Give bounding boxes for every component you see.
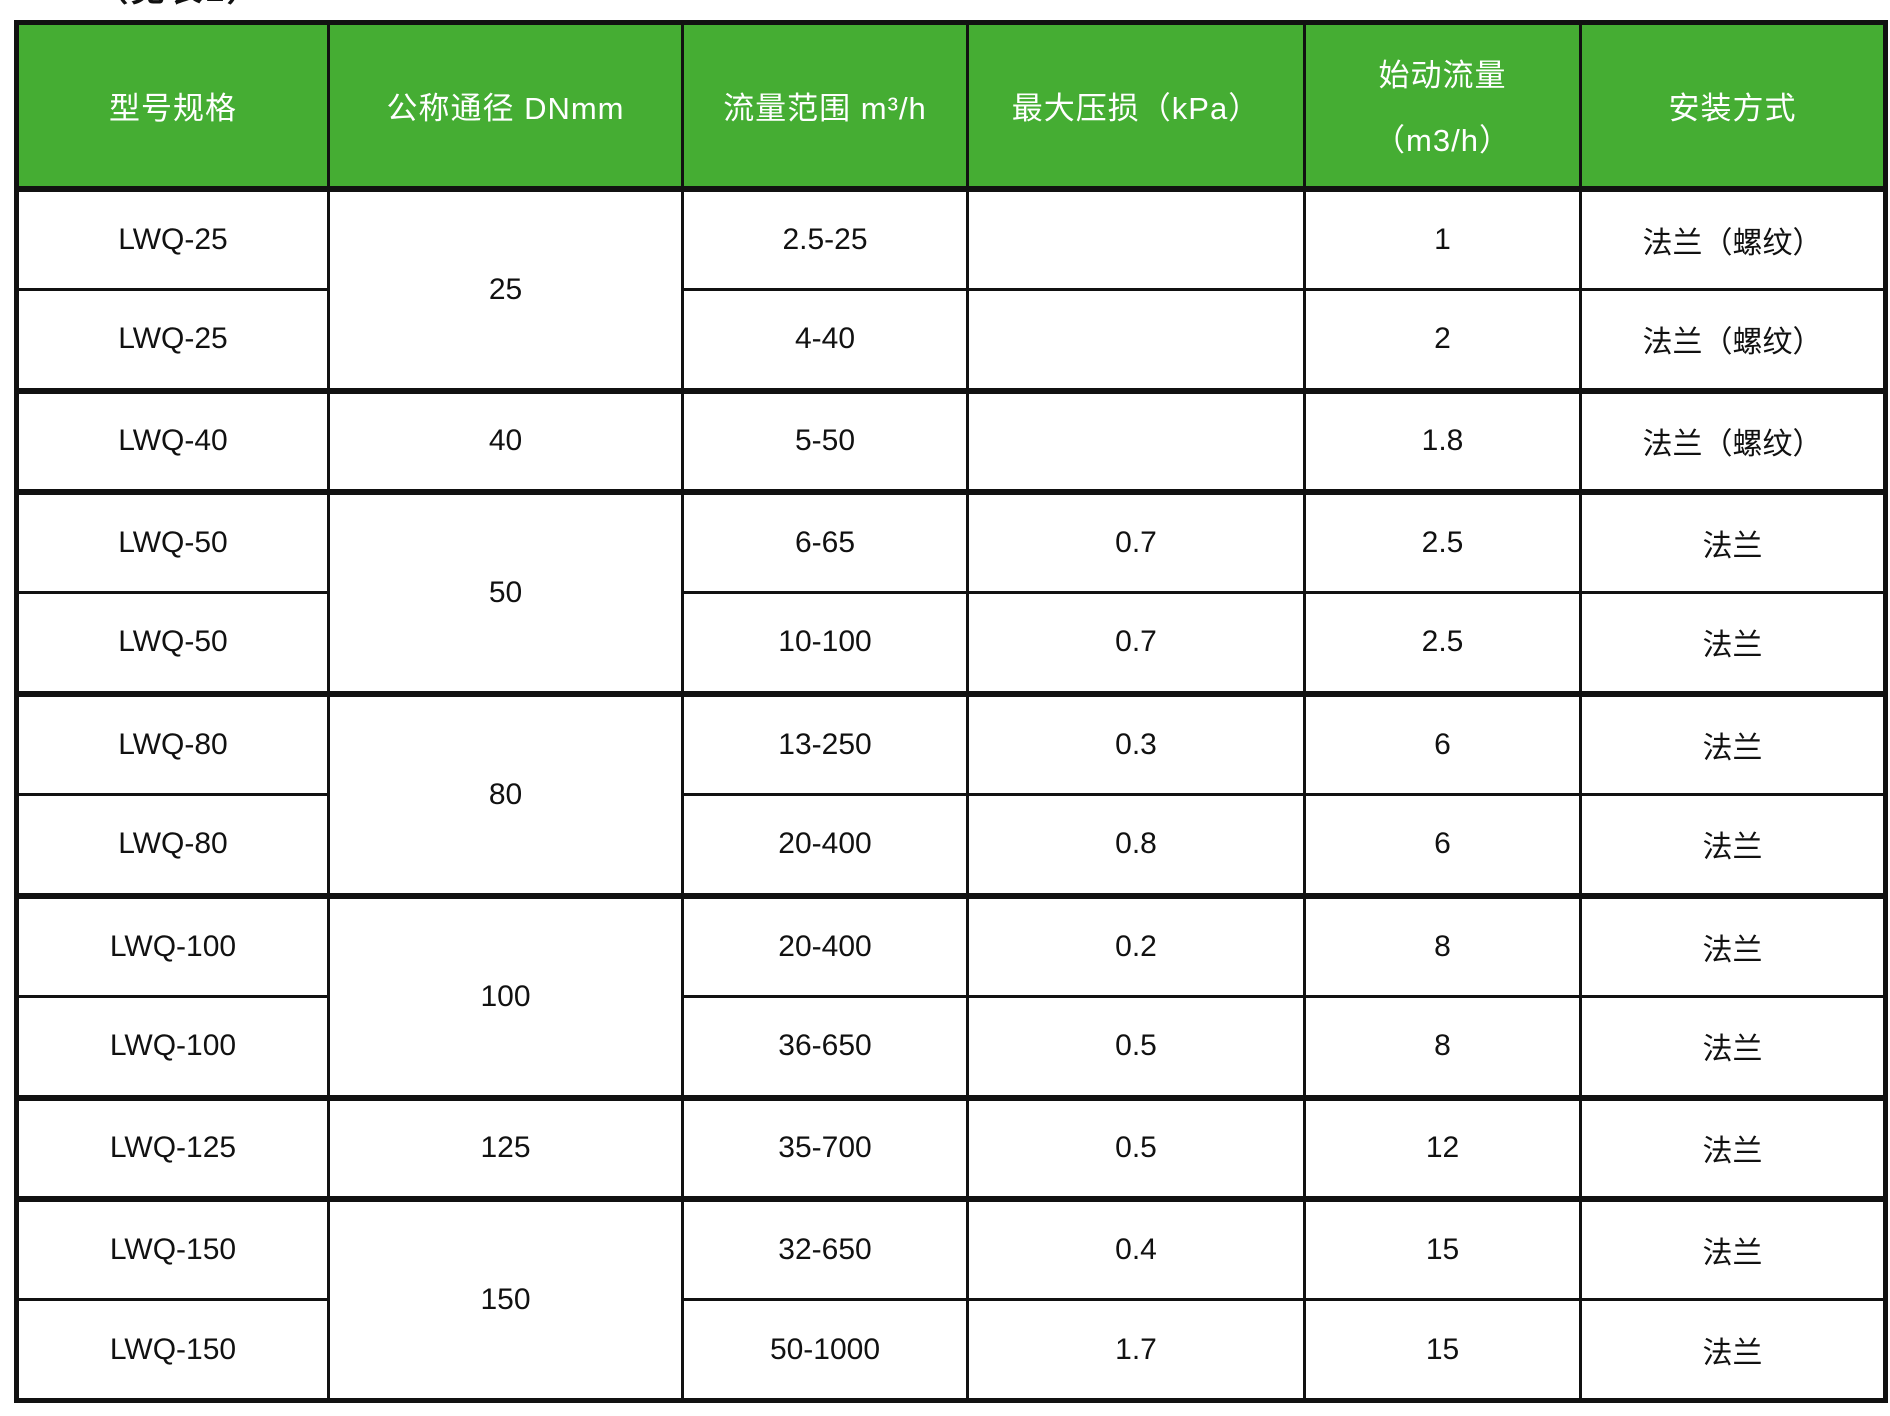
- cell-pressure-loss: [966, 387, 1306, 493]
- cell-flow-range: 20-400: [681, 892, 969, 998]
- cell-flow-range: 5-50: [681, 387, 969, 493]
- cell-install: 法兰: [1579, 1298, 1887, 1402]
- cell-pressure-loss: 0.7: [966, 591, 1306, 695]
- col-header-pressure-loss: 最大压损（kPa）: [966, 21, 1306, 192]
- table-row: LWQ-25 25 2.5-25 1 法兰（螺纹）: [15, 187, 1887, 392]
- cell-diameter: 100: [327, 892, 684, 1099]
- cell-install: 法兰: [1579, 1195, 1887, 1301]
- cell-diameter: 50: [327, 488, 684, 695]
- cell-flow-range: 2.5-25: [681, 187, 969, 291]
- header-row: 型号规格 公称通径 DNmm 流量范围 m³/h 最大压损（kPa） 始动流量 …: [15, 21, 1887, 192]
- table-row: LWQ-50 50 6-65 0.7 2.5 法兰: [15, 488, 1887, 695]
- cell-diameter: 125: [327, 1094, 684, 1200]
- col-header-flow-range: 流量范围 m³/h: [681, 21, 969, 192]
- cell-flow-range: 32-650: [681, 1195, 969, 1301]
- table-row: LWQ-80 20-400 0.8 6 法兰: [15, 793, 1887, 897]
- cell-install: 法兰: [1579, 690, 1887, 796]
- page-caption: （见表1）: [94, 0, 264, 12]
- cell-install: 法兰（螺纹）: [1579, 187, 1887, 291]
- cell-flow-range: 10-100: [681, 591, 969, 695]
- cell-start-flow: 8: [1303, 892, 1582, 998]
- table-row: LWQ-80 80 13-250 0.3 6 法兰: [15, 690, 1887, 897]
- cell-diameter: 150: [327, 1195, 684, 1402]
- cell-flow-range: 20-400: [681, 793, 969, 897]
- table-row: LWQ-25 4-40 2 法兰（螺纹）: [15, 288, 1887, 392]
- cell-start-flow: 8: [1303, 995, 1582, 1099]
- cell-model: LWQ-40: [15, 387, 330, 493]
- cell-model: LWQ-125: [15, 1094, 330, 1200]
- cell-start-flow: 12: [1303, 1094, 1582, 1200]
- cell-install: 法兰（螺纹）: [1579, 387, 1887, 493]
- cell-pressure-loss: 0.2: [966, 892, 1306, 998]
- spec-table: 型号规格 公称通径 DNmm 流量范围 m³/h 最大压损（kPa） 始动流量 …: [14, 20, 1888, 1403]
- cell-start-flow: 6: [1303, 690, 1582, 796]
- cell-start-flow: 15: [1303, 1195, 1582, 1301]
- cell-start-flow: 6: [1303, 793, 1582, 897]
- col-header-start-flow-line2: （m3/h）: [1374, 123, 1511, 159]
- cell-model: LWQ-50: [15, 591, 330, 695]
- cell-model: LWQ-80: [15, 793, 330, 897]
- cell-pressure-loss: [966, 187, 1306, 291]
- cell-pressure-loss: [966, 288, 1306, 392]
- cell-model: LWQ-80: [15, 690, 330, 796]
- table-row: LWQ-150 50-1000 1.7 15 法兰: [15, 1298, 1887, 1402]
- cell-diameter: 40: [327, 387, 684, 493]
- cell-install: 法兰（螺纹）: [1579, 288, 1887, 392]
- table-row: LWQ-100 100 20-400 0.2 8 法兰: [15, 892, 1887, 1099]
- col-header-start-flow-line1: 始动流量: [1378, 58, 1507, 94]
- cell-pressure-loss: 1.7: [966, 1298, 1306, 1402]
- cell-model: LWQ-25: [15, 288, 330, 392]
- cell-diameter: 80: [327, 690, 684, 897]
- cell-install: 法兰: [1579, 892, 1887, 998]
- cell-install: 法兰: [1579, 591, 1887, 695]
- cell-flow-range: 13-250: [681, 690, 969, 796]
- cell-diameter: 25: [327, 187, 684, 392]
- cell-model: LWQ-100: [15, 892, 330, 998]
- page-caption-text: （见表1）: [94, 0, 264, 12]
- cell-install: 法兰: [1579, 995, 1887, 1099]
- cell-flow-range: 50-1000: [681, 1298, 969, 1402]
- cell-start-flow: 2: [1303, 288, 1582, 392]
- cell-flow-range: 6-65: [681, 488, 969, 594]
- cell-flow-range: 36-650: [681, 995, 969, 1099]
- cell-model: LWQ-150: [15, 1195, 330, 1301]
- table-row: LWQ-125 125 35-700 0.5 12 法兰: [15, 1094, 1887, 1200]
- cell-install: 法兰: [1579, 1094, 1887, 1200]
- cell-start-flow: 2.5: [1303, 488, 1582, 594]
- cell-model: LWQ-50: [15, 488, 330, 594]
- col-header-install: 安装方式: [1579, 21, 1887, 192]
- col-header-model: 型号规格: [15, 21, 330, 192]
- cell-model: LWQ-100: [15, 995, 330, 1099]
- cell-start-flow: 1.8: [1303, 387, 1582, 493]
- table-row: LWQ-40 40 5-50 1.8 法兰（螺纹）: [15, 387, 1887, 493]
- cell-start-flow: 2.5: [1303, 591, 1582, 695]
- cell-install: 法兰: [1579, 793, 1887, 897]
- cell-flow-range: 35-700: [681, 1094, 969, 1200]
- cell-flow-range: 4-40: [681, 288, 969, 392]
- cell-start-flow: 15: [1303, 1298, 1582, 1402]
- col-header-diameter: 公称通径 DNmm: [327, 21, 684, 192]
- cell-pressure-loss: 0.8: [966, 793, 1306, 897]
- col-header-start-flow: 始动流量 （m3/h）: [1303, 21, 1582, 192]
- cell-install: 法兰: [1579, 488, 1887, 594]
- table-row: LWQ-50 10-100 0.7 2.5 法兰: [15, 591, 1887, 695]
- cell-pressure-loss: 0.5: [966, 995, 1306, 1099]
- table-row: LWQ-100 36-650 0.5 8 法兰: [15, 995, 1887, 1099]
- cell-model: LWQ-150: [15, 1298, 330, 1402]
- cell-pressure-loss: 0.4: [966, 1195, 1306, 1301]
- cell-model: LWQ-25: [15, 187, 330, 291]
- cell-pressure-loss: 0.5: [966, 1094, 1306, 1200]
- cell-pressure-loss: 0.3: [966, 690, 1306, 796]
- table-row: LWQ-150 150 32-650 0.4 15 法兰: [15, 1195, 1887, 1402]
- cell-pressure-loss: 0.7: [966, 488, 1306, 594]
- cell-start-flow: 1: [1303, 187, 1582, 291]
